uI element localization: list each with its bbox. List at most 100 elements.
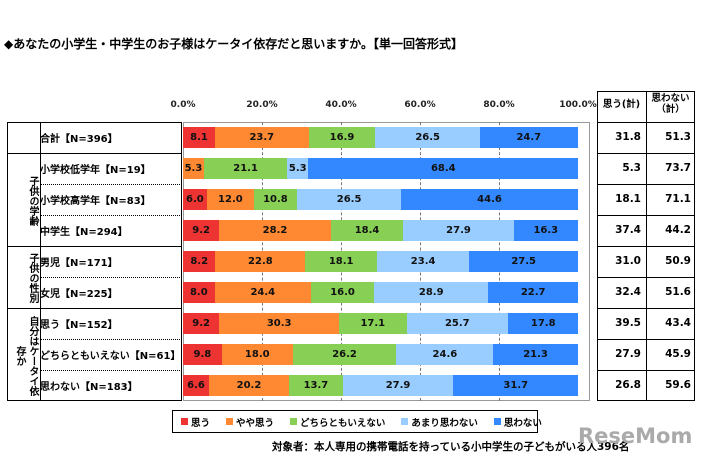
legend-item: あまり思わない <box>401 415 478 429</box>
x-tick-label: 40.0% <box>325 100 357 110</box>
bar-segment-3: 28.9 <box>374 282 489 303</box>
bar-segment-2: 16.9 <box>308 127 376 148</box>
legend-label: あまり思わない <box>411 417 478 429</box>
bar-segment-0: 6.6 <box>183 375 210 396</box>
agree-total-value: 31.0 <box>615 255 641 267</box>
group-label: 自分はケータイ依存か <box>14 315 38 396</box>
bar-segment-1: 23.7 <box>214 127 309 148</box>
legend-label: どちらともいえない <box>300 417 386 429</box>
bar-segment-2: 13.7 <box>288 375 343 396</box>
agree-total-value: 32.4 <box>615 286 641 298</box>
row-separator-dotted <box>40 277 182 278</box>
disagree-total-value: 51.3 <box>665 131 691 143</box>
row-label: 思う【N=152】 <box>40 320 118 331</box>
bar-segment-1: 20.2 <box>209 375 289 396</box>
bar-segment-4: 31.7 <box>453 375 579 396</box>
x-tick-label: 80.0% <box>483 100 515 110</box>
bar-segment-2: 16.0 <box>310 282 375 303</box>
watermark-logo: ReseMom <box>578 424 693 448</box>
disagree-total-value: 43.4 <box>665 317 691 329</box>
bar-segment-4: 17.8 <box>508 313 579 334</box>
bar-segment-3: 25.7 <box>406 313 509 334</box>
bar-segment-3: 24.6 <box>396 344 494 365</box>
row-label: どちらともいえない【N=61】 <box>40 351 181 362</box>
row-separator-solid <box>7 308 182 309</box>
bar-segment-1: 24.4 <box>214 282 311 303</box>
row-separator-solid <box>7 153 182 154</box>
footnote: 対象者：本人専用の携帯電話を持っている小中学生の子どもがいる人396名 <box>272 441 630 453</box>
group-label: 子供の性別 <box>27 253 38 303</box>
disagree-total-value: 44.2 <box>665 224 691 236</box>
row-label-table <box>7 122 182 401</box>
row-separator-solid <box>7 246 182 247</box>
disagree-total-value: 45.9 <box>665 348 691 360</box>
chart-title: ◆あなたの小学生・中学生のお子様はケータイ依存だと思いますか。【単一回答形式】 <box>4 37 463 51</box>
totals-header-divider <box>597 122 695 123</box>
bar-segment-1: 5.3 <box>183 158 204 179</box>
bar-segment-0: 8.2 <box>183 251 216 272</box>
row-label: 女児【N=225】 <box>40 289 118 300</box>
row-label: 合計【N=396】 <box>40 134 118 145</box>
bar-segment-0: 9.2 <box>183 313 220 334</box>
row-separator-dotted <box>40 184 182 185</box>
agree-total-value: 31.8 <box>615 131 641 143</box>
bar-segment-4: 27.5 <box>469 251 578 272</box>
agree-total-value: 5.3 <box>622 162 641 174</box>
bar-segment-2: 18.4 <box>330 220 404 241</box>
row-label: 男児【N=171】 <box>40 258 118 269</box>
disagree-total-value: 51.6 <box>665 286 691 298</box>
bar-segment-2: 17.1 <box>339 313 407 334</box>
agree-total-value: 26.8 <box>615 379 641 391</box>
row-separator-dotted <box>40 215 182 216</box>
legend-swatch <box>290 418 298 425</box>
bar-segment-4: 21.3 <box>493 344 578 365</box>
legend-swatch <box>181 418 188 425</box>
legend-item: やや思う <box>226 415 274 429</box>
legend-swatch <box>226 418 234 425</box>
x-tick-label: 100.0% <box>559 100 597 110</box>
bar-segment-2: 10.8 <box>254 189 297 210</box>
label-column-divider <box>40 122 41 401</box>
legend-swatch <box>493 418 501 425</box>
agree-total-value: 27.9 <box>615 348 641 360</box>
bar-segment-4: 22.7 <box>488 282 578 303</box>
bar-segment-0: 8.1 <box>183 127 215 148</box>
disagree-total-header: 思わない（計） <box>651 93 690 115</box>
legend-item: どちらともいえない <box>290 415 385 429</box>
row-label: 中学生【N=294】 <box>40 227 128 238</box>
bar-segment-2: 26.2 <box>292 344 397 365</box>
legend: 思う やや思う どちらともいえない あまり思わない 思わない <box>172 410 542 433</box>
agree-total-value: 18.1 <box>615 193 641 205</box>
group-label: 子供の学齢 <box>27 175 38 226</box>
bar-segment-3: 23.4 <box>376 251 470 272</box>
legend-label: やや思う <box>236 417 275 429</box>
bar-segment-2: 21.1 <box>203 158 288 179</box>
row-label: 思わない【N=183】 <box>40 382 138 393</box>
bar-segment-4: 24.7 <box>480 127 578 148</box>
disagree-total-value: 73.7 <box>665 162 691 174</box>
bar-segment-0: 8.0 <box>183 282 215 303</box>
disagree-total-value: 71.1 <box>665 193 691 205</box>
bar-segment-4: 68.4 <box>308 158 579 179</box>
bar-segment-0: 9.2 <box>183 220 220 241</box>
x-tick-label: 0.0% <box>170 100 196 110</box>
bar-segment-4: 44.6 <box>401 189 578 210</box>
disagree-total-value: 59.6 <box>665 379 691 391</box>
bar-segment-0: 9.8 <box>183 344 222 365</box>
bar-segment-3: 5.3 <box>287 158 309 179</box>
agree-total-value: 39.5 <box>615 317 641 329</box>
bar-segment-4: 16.3 <box>513 220 578 241</box>
bar-segment-1: 22.8 <box>215 251 306 272</box>
x-tick-label: 60.0% <box>404 100 436 110</box>
totals-column-divider <box>646 91 647 401</box>
legend-label: 思う <box>191 417 211 429</box>
bar-segment-0: 6.0 <box>183 189 207 210</box>
bar-segment-1: 28.2 <box>219 220 331 241</box>
bar-segment-3: 26.5 <box>296 189 402 210</box>
row-separator-dotted <box>40 370 182 371</box>
bar-segment-3: 27.9 <box>403 220 514 241</box>
bar-segment-1: 30.3 <box>219 313 339 334</box>
bar-segment-1: 18.0 <box>221 344 293 365</box>
legend-item: 思う <box>181 415 210 429</box>
